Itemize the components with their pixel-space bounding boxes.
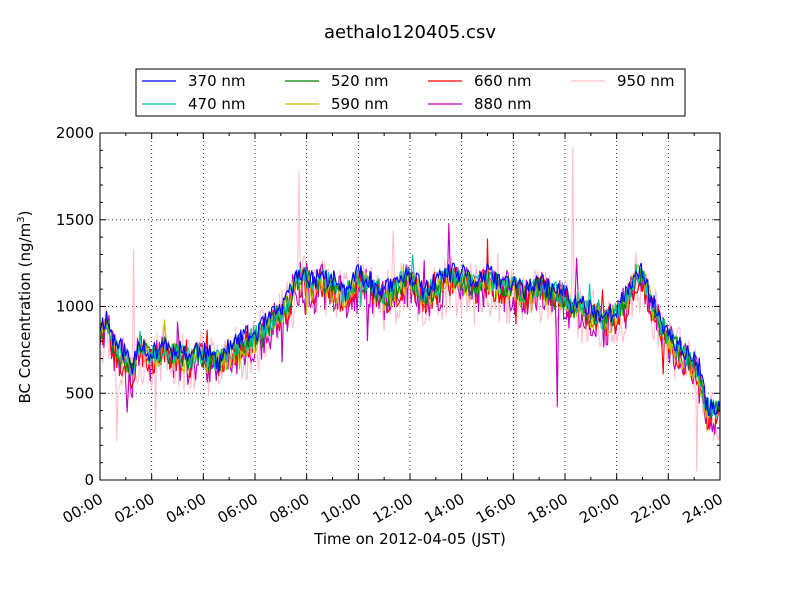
y-axis-label-sup: 3 [16,216,27,222]
x-tick-label: 24:00 [680,490,726,527]
y-axis-label-close: ) [16,211,34,217]
legend-label: 520 nm [331,72,389,90]
legend-label: 370 nm [188,72,246,90]
y-axis-label: BC Concentration (ng/m3) [16,211,34,404]
x-tick-label: 20:00 [576,490,622,527]
x-axis-label: Time on 2012-04-05 (JST) [313,530,506,548]
x-tick-label: 18:00 [525,490,571,527]
legend: 370 nm 470 nm 520 nm 590 nm 660 nm 880 nm 950 … [135,68,686,117]
x-tick-label: 00:00 [60,490,106,527]
y-tick-label: 0 [84,471,94,489]
x-tick-label: 16:00 [473,490,519,527]
x-tick-label: 10:00 [318,490,364,527]
legend-label: 880 nm [474,95,532,113]
x-tick-label: 22:00 [628,490,674,527]
legend-label: 470 nm [188,95,246,113]
x-tick-label: 02:00 [111,490,157,527]
y-tick-label: 2000 [56,124,94,142]
y-tick-label: 1500 [56,211,94,229]
y-axis-label-main: BC Concentration (ng/m [16,223,34,404]
legend-label: 950 nm [617,72,675,90]
x-tick-label: 06:00 [215,490,261,527]
y-tick-label: 1000 [56,298,94,316]
x-tick-label: 14:00 [421,490,467,527]
series-line-880-nm [99,223,721,435]
legend-box [135,68,686,117]
series-line-370-nm [99,262,721,417]
x-tick-label: 04:00 [163,490,209,527]
x-tick-label: 08:00 [266,490,312,527]
legend-label: 660 nm [474,72,532,90]
chart-title: aethalo120405.csv [324,22,496,43]
legend-label: 590 nm [331,95,389,113]
plot-lines [99,146,721,472]
y-tick-label: 500 [65,384,94,402]
x-tick-label: 12:00 [370,490,416,527]
